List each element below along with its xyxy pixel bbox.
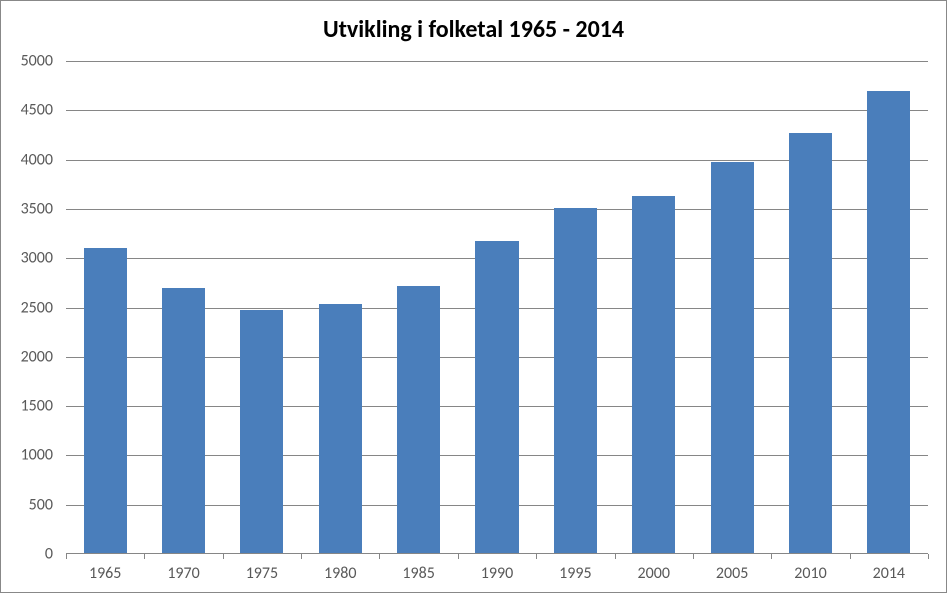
x-tick-label: 2010 [794,564,826,583]
y-tick-label: 5000 [21,52,53,71]
y-tick-label: 3000 [21,249,53,268]
y-tick-label: 4000 [21,150,53,169]
bar [789,133,832,554]
bar [84,248,127,554]
x-tick-label: 1975 [246,564,278,583]
bar [711,162,754,554]
x-tick-label: 1985 [402,564,434,583]
y-tick-label: 0 [45,545,53,564]
gridline [66,61,928,62]
y-tick-label: 2000 [21,347,53,366]
bar [554,208,597,554]
y-tick-label: 3500 [21,199,53,218]
y-tick-label: 4500 [21,101,53,120]
x-axis: 1965 1970 1975 1980 1985 1990 1995 2000 2005 2010… [66,556,928,592]
x-tick-label: 1965 [89,564,121,583]
x-tick-label: 1990 [481,564,513,583]
x-axis-line [66,553,928,554]
y-tick-label: 1500 [21,397,53,416]
chart-container: Utvikling i folketal 1965 - 2014 0 500 100… [0,0,947,593]
bar [632,196,675,554]
x-tick-label: 1995 [559,564,591,583]
gridline [66,110,928,111]
plot-area [66,61,928,554]
bar [319,304,362,554]
bar [867,91,910,554]
bar [162,288,205,554]
x-tick-label: 1970 [167,564,199,583]
y-tick-label: 500 [29,495,53,514]
bar [240,310,283,554]
bar [397,286,440,554]
y-tick-label: 1000 [21,446,53,465]
chart-title: Utvikling i folketal 1965 - 2014 [1,1,946,52]
x-tick-label: 2005 [716,564,748,583]
x-tick [928,554,929,559]
x-tick-label: 1980 [324,564,356,583]
y-tick-label: 2500 [21,298,53,317]
bar [475,241,518,554]
y-axis: 0500100015002000250030003500400045005000 [1,61,61,554]
x-tick-label: 2014 [873,564,905,583]
x-tick-label: 2000 [638,564,670,583]
